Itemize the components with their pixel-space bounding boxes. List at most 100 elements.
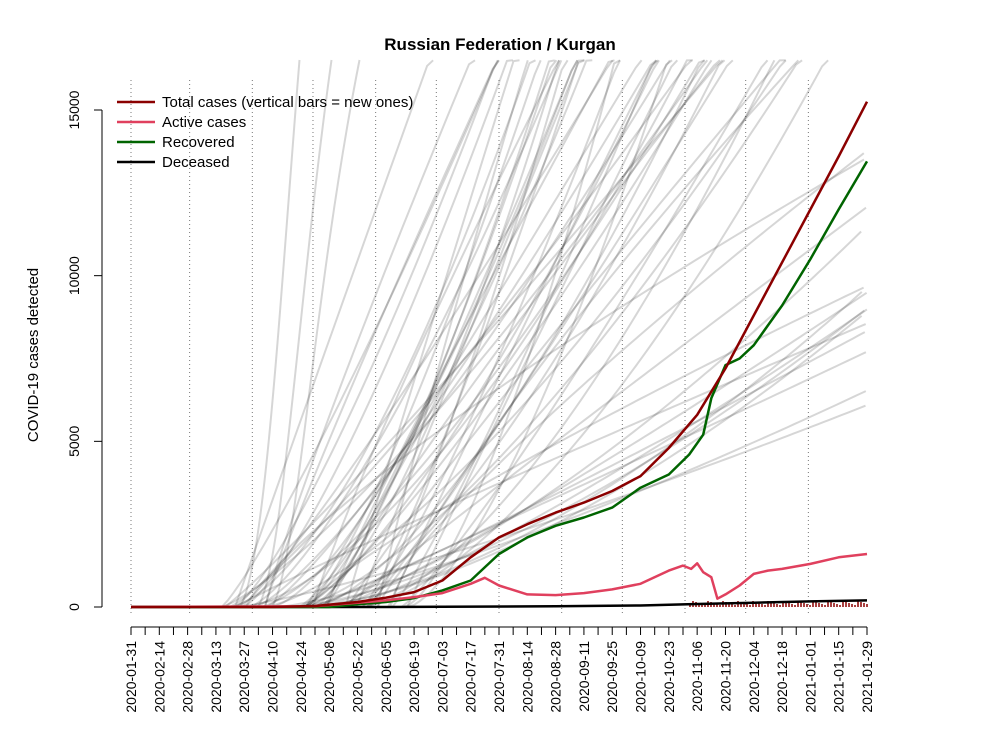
background-region-curves [220,59,868,608]
x-tick-label: 2020-04-10 [265,641,281,713]
background-curve [298,59,660,608]
series-line-total [131,101,869,609]
background-curve [303,315,863,608]
background-curve [235,323,867,608]
background-curve [314,59,555,608]
background-curve [344,59,520,608]
x-tick-label: 2020-09-25 [604,641,620,713]
x-tick-label: 2020-05-22 [349,641,365,713]
y-tick-label: 0 [66,603,82,611]
background-curve [271,59,579,608]
x-tick-label: 2020-07-31 [491,641,507,713]
background-curve [323,59,721,608]
background-curve [306,59,561,608]
background-curve [220,59,709,608]
background-curve [260,59,706,608]
x-tick-label: 2020-03-13 [208,641,224,713]
x-tick-label: 2020-08-14 [519,641,535,713]
background-curve [360,59,829,608]
legend: Total cases (vertical bars = new ones) A… [117,94,413,171]
background-curve [297,59,803,608]
background-curve [229,59,536,608]
background-curve [234,59,434,608]
background-curve [389,59,800,608]
x-tick-label: 2020-10-23 [661,641,677,713]
background-curve [263,59,787,608]
x-tick-label: 2020-03-27 [236,641,252,713]
x-tick-label: 2020-06-19 [406,641,422,713]
background-curve [403,59,621,608]
background-curve [245,158,865,608]
x-tick-label: 2020-07-17 [463,641,479,713]
background-curve [288,309,865,608]
background-curve [263,59,500,608]
background-curve [338,291,868,608]
background-curve [376,152,865,608]
x-tick-label: 2020-04-24 [293,641,309,713]
x-tick-label: 2020-12-04 [746,641,762,713]
series-lines [130,101,869,609]
background-curve [224,59,724,608]
x-tick-label: 2020-10-09 [633,641,649,713]
legend-label-deceased: Deceased [162,154,230,171]
background-curve [304,59,643,608]
background-curve [303,59,713,608]
series-line-deceased [131,599,868,609]
background-curve [306,59,542,608]
background-curve [309,230,862,608]
x-tick-label: 2020-11-06 [689,641,705,712]
y-axis-label: COVID-19 cases detected [25,268,42,442]
background-curve [242,59,513,608]
background-curve [343,206,867,608]
background-curve [376,59,529,608]
background-curve [304,286,865,608]
background-curve [312,331,866,608]
background-curve [235,404,866,608]
background-curve [387,59,659,608]
background-curve [229,59,693,608]
axes: 0 5000 10000 15000 2020-01-31 2020-02-14 2020-… [66,90,875,712]
background-curve [407,59,673,608]
background-curve [242,59,693,608]
background-curve [366,59,734,608]
background-curve [277,390,867,608]
background-curve [312,59,561,608]
background-curve [360,59,776,608]
chart-title: Russian Federation / Kurgan [384,35,615,54]
x-tick-label: 2020-06-05 [378,641,394,713]
background-curve [361,59,585,608]
x-tick-label: 2020-05-08 [321,641,337,713]
background-curve [368,59,569,608]
background-curve [391,59,658,608]
background-curve [314,59,705,608]
legend-label-recovered: Recovered [162,134,235,151]
background-curve [220,59,499,608]
background-curve [239,59,301,608]
background-curve [240,59,614,608]
background-curve [361,59,621,608]
x-tick-label: 2021-01-01 [802,641,818,713]
background-curve [325,59,615,608]
x-tick-label: 2020-12-18 [774,641,790,713]
x-tick-label: 2020-08-28 [548,641,564,713]
background-curve [355,59,585,608]
x-tick-label: 2020-02-28 [180,641,196,713]
background-curve [303,59,558,608]
y-tick-label: 15000 [66,90,82,129]
x-tick-label: 2020-01-31 [123,641,139,713]
background-curve [406,59,679,608]
x-tick-label: 2021-01-15 [831,641,847,713]
x-tick-label: 2020-02-14 [151,641,167,713]
background-curve [255,59,671,608]
legend-label-total: Total cases (vertical bars = new ones) [162,94,413,111]
background-curve [257,59,333,608]
background-curve [313,351,867,608]
background-curve [264,59,476,608]
background-curve [334,59,726,608]
x-tick-label: 2021-01-29 [859,641,875,713]
background-curve [248,59,563,608]
background-curve [344,308,868,608]
series-line-active [130,552,868,609]
x-tick-label: 2020-11-20 [717,641,733,712]
